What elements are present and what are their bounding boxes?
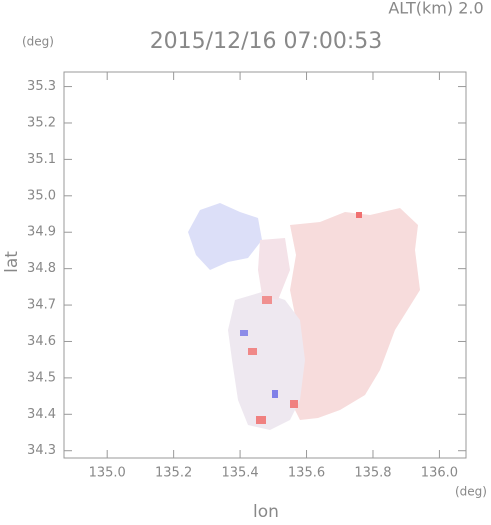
echo-red (290, 208, 420, 420)
x-unit: (deg) (455, 485, 487, 499)
echo-cell (248, 348, 257, 355)
y-tick-label: 34.5 (27, 370, 56, 385)
echo-cell (290, 400, 298, 408)
chart-title: 2015/12/16 07:00:53 (150, 29, 383, 54)
echo-cell (240, 330, 248, 336)
echo-cell (256, 416, 266, 424)
x-tick-label: 136.0 (421, 466, 458, 481)
x-tick-label: 135.8 (354, 466, 391, 481)
x-label: lon (253, 502, 279, 521)
y-tick-label: 34.6 (27, 334, 56, 349)
x-tick-label: 135.6 (288, 466, 325, 481)
x-tick-label: 135.0 (89, 466, 126, 481)
y-tick-label: 34.9 (27, 225, 56, 240)
y-unit: (deg) (22, 35, 54, 49)
y-tick-label: 35.2 (27, 115, 56, 130)
x-tick-label: 135.2 (155, 466, 192, 481)
y-tick-label: 35.0 (27, 188, 56, 203)
y-tick-label: 34.4 (27, 407, 56, 422)
echo-mixed (228, 292, 305, 430)
echo-cell (262, 296, 272, 304)
echo-blue (188, 203, 262, 270)
y-label: lat (2, 251, 22, 273)
subtitle: ALT(km) 2.0 (388, 0, 483, 18)
echo-mixed (258, 238, 290, 300)
y-tick-label: 34.7 (27, 298, 56, 313)
y-tick-label: 34.8 (27, 261, 56, 276)
y-tick-label: 34.3 (27, 443, 56, 458)
y-tick-label: 35.1 (27, 152, 56, 167)
x-tick-label: 135.4 (221, 466, 258, 481)
echo-cell (356, 212, 362, 218)
plot-frame (63, 71, 467, 459)
echo-cell (272, 390, 278, 398)
radar-field (188, 203, 420, 430)
y-tick-label: 35.3 (27, 79, 56, 94)
